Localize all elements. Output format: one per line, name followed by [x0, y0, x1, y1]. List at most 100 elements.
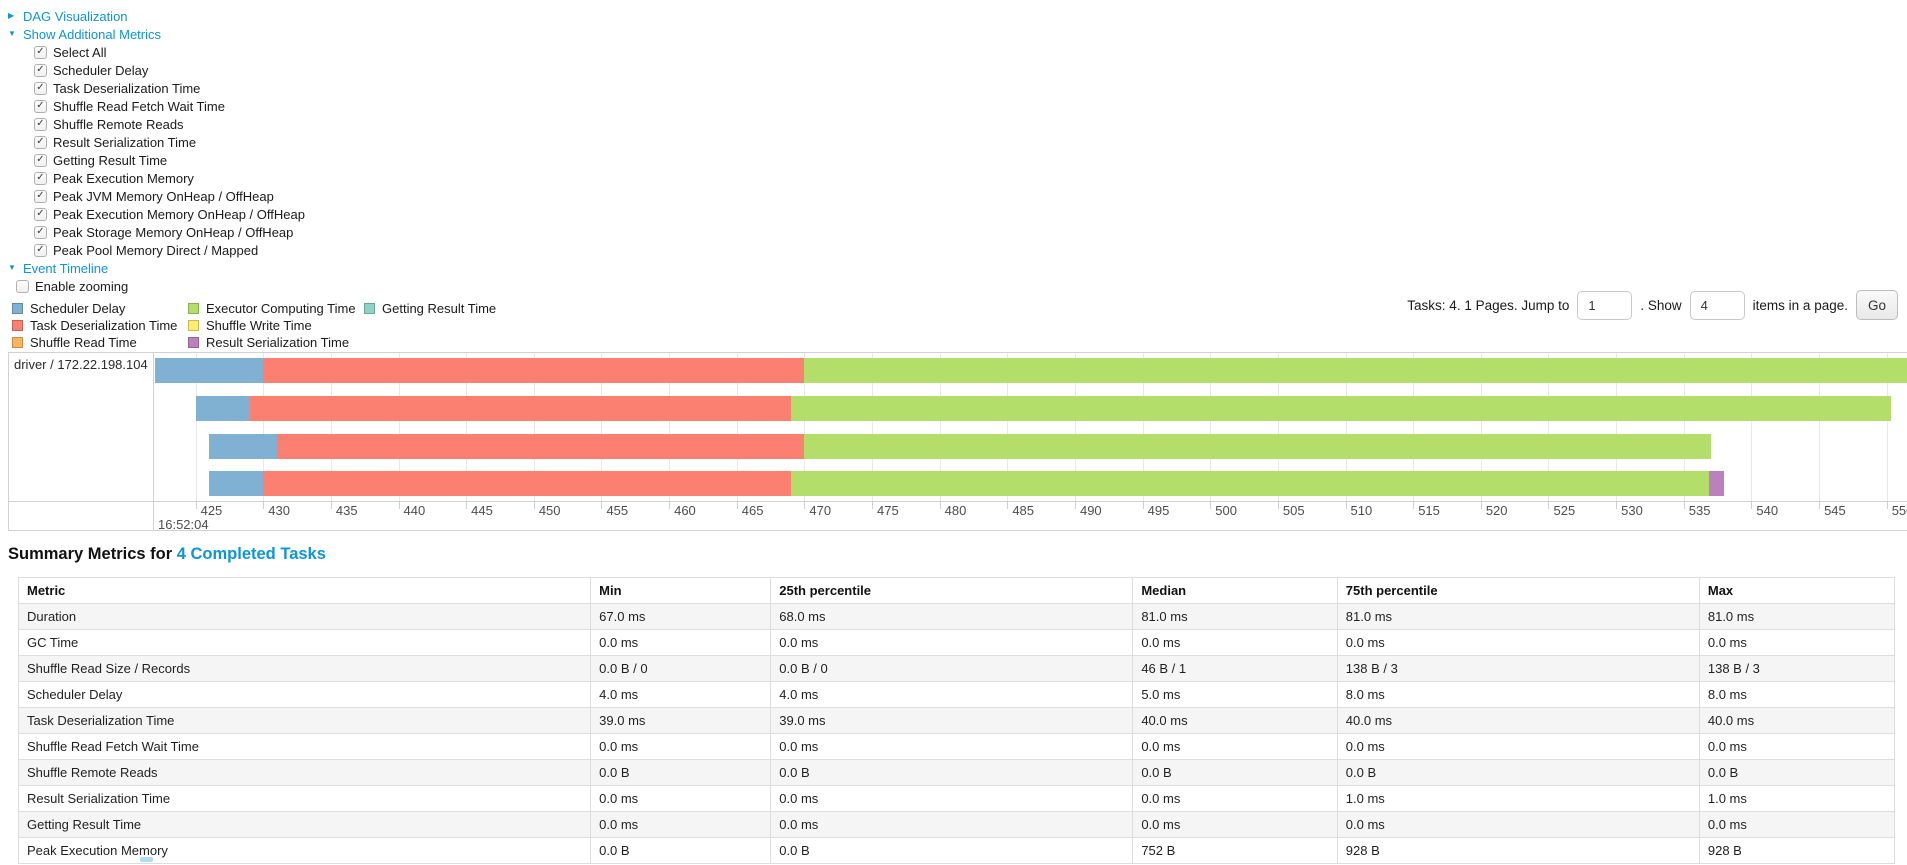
metric-value-cell: 0.0 B — [1698, 759, 1896, 786]
metric-checkbox-row: ✓ Getting Result Time — [8, 151, 1907, 169]
axis-tick-label: 540 — [1756, 503, 1779, 518]
axis-tick-mark — [466, 502, 468, 509]
metric-value-cell: 752 B — [1132, 837, 1338, 864]
metric-value-cell: 81.0 ms — [1336, 603, 1700, 630]
axis-tick-label: 460 — [674, 503, 696, 518]
axis-tick-label: 505 — [1282, 503, 1305, 518]
scheduler-delay-swatch-icon — [12, 303, 23, 314]
checkbox-label: Peak Execution Memory OnHeap / OffHeap — [53, 206, 305, 222]
axis-tick-label: 545 — [1824, 503, 1846, 518]
axis-tick-mark — [1886, 502, 1888, 509]
axis-gridline — [804, 353, 806, 501]
checkbox-label: Shuffle Remote Reads — [53, 116, 184, 132]
axis-gridline — [1819, 353, 1821, 501]
stage-controls: ▶ DAG Visualization ▼ Show Additional Me… — [0, 0, 1907, 295]
axis-tick-mark — [939, 502, 941, 509]
checkbox[interactable]: ✓ — [34, 99, 47, 113]
checkbox[interactable]: ✓ — [34, 81, 47, 95]
legend-item: Scheduler Delay — [12, 300, 188, 317]
metric-value-cell: 0.0 B — [770, 759, 1134, 786]
metric-value-cell: 46 B / 1 — [1132, 655, 1338, 682]
getting-result-swatch-icon — [364, 303, 375, 314]
go-button[interactable]: Go — [1855, 290, 1898, 320]
checkbox[interactable]: ✓ — [34, 63, 47, 77]
metric-checkbox-row: ✓ Task Deserialization Time — [8, 79, 1907, 97]
dag-visualization-toggle[interactable]: ▶ DAG Visualization — [8, 7, 1907, 25]
checkbox[interactable]: ✓ — [34, 207, 47, 221]
axis-tick-mark — [263, 502, 265, 509]
shuffle-read-swatch-icon — [12, 337, 23, 348]
table-header-cell: 25th percentile — [770, 577, 1134, 604]
axis-tick-label: 500 — [1215, 503, 1237, 518]
items-per-page-input[interactable] — [1689, 290, 1745, 320]
legend-label: Executor Computing Time — [206, 301, 356, 316]
axis-tick-label: 430 — [268, 503, 290, 518]
metric-value-cell: 0.0 B — [590, 759, 772, 786]
checkbox[interactable]: ✓ — [34, 243, 47, 257]
metric-value-cell: 1.0 ms — [1698, 785, 1896, 812]
metric-checkbox-list: ✓ Select All ✓ Scheduler Delay ✓ Task Deseria… — [8, 43, 1907, 259]
metric-value-cell: 0.0 ms — [1698, 733, 1896, 760]
table-row: GC Time 0.0 ms 0.0 ms 0.0 ms 0.0 ms 0.0 ms — [17, 629, 1896, 656]
checkbox[interactable]: ✓ — [34, 117, 47, 131]
metric-value-cell: 8.0 ms — [1698, 681, 1896, 708]
axis-gridline — [1413, 353, 1415, 501]
checkbox[interactable]: ✓ — [34, 189, 47, 203]
table-header-cell: Min — [590, 577, 772, 604]
task-timeline-bar — [155, 471, 1907, 496]
axis-tick-mark — [1210, 502, 1212, 509]
axis-tick-mark — [736, 502, 738, 509]
axis-tick-mark — [1277, 502, 1279, 509]
enable-zooming-checkbox[interactable] — [16, 279, 29, 293]
legend-item: Shuffle Read Time — [12, 334, 188, 351]
expanded-triangle-icon: ▼ — [8, 29, 16, 38]
axis-gridline — [263, 353, 265, 501]
axis-major-time-label: 16:52:04 — [158, 517, 209, 530]
metric-value-cell: 0.0 ms — [1132, 785, 1338, 812]
metric-checkbox-row: ✓ Scheduler Delay — [8, 61, 1907, 79]
legend-item: Task Deserialization Time — [12, 317, 188, 334]
show-additional-metrics-toggle[interactable]: ▼ Show Additional Metrics — [8, 25, 1907, 43]
checkbox[interactable]: ✓ — [34, 153, 47, 167]
axis-gridline — [1548, 353, 1550, 501]
checkbox-label: Task Deserialization Time — [53, 80, 201, 96]
metric-value-cell: 0.0 ms — [1132, 733, 1338, 760]
table-row: Result Serialization Time 0.0 ms 0.0 ms 0.0… — [17, 785, 1896, 812]
legend-label: Shuffle Read Time — [30, 335, 137, 350]
axis-tick-mark — [1074, 502, 1076, 509]
summary-metrics-table: Metric Min 25th percentile Median 75th perce… — [17, 577, 1896, 864]
legend-label: Task Deserialization Time — [30, 318, 178, 333]
axis-separator-line — [9, 501, 1907, 502]
checkbox[interactable]: ✓ — [34, 135, 47, 149]
checkbox-label: Peak Storage Memory OnHeap / OffHeap — [53, 224, 294, 240]
event-timeline-toggle[interactable]: ▼ Event Timeline — [8, 259, 1907, 277]
axis-tick-label: 525 — [1553, 503, 1576, 518]
metric-value-cell: 5.0 ms — [1132, 681, 1338, 708]
enable-zooming-label: Enable zooming — [35, 278, 129, 294]
metric-value-cell: 0.0 ms — [590, 811, 772, 838]
metric-checkbox-row: ✓ Shuffle Read Fetch Wait Time — [8, 97, 1907, 115]
tasks-count-text: Tasks: 4. 1 Pages. Jump to — [1407, 297, 1570, 313]
task-deserialization-segment — [263, 358, 805, 383]
metric-value-cell: 0.0 B / 0 — [770, 655, 1134, 682]
checkbox-label: Select All — [53, 44, 107, 60]
axis-tick-mark — [1819, 502, 1821, 509]
metric-value-cell: 138 B / 3 — [1336, 655, 1700, 682]
timeline-legend: Scheduler Delay Task Deserialization Time… — [12, 300, 496, 351]
task-timeline-bar — [155, 396, 1907, 421]
checkbox[interactable]: ✓ — [34, 171, 47, 185]
timeline-legend-band: Scheduler Delay Task Deserialization Time… — [0, 290, 1907, 351]
legend-label: Shuffle Write Time — [206, 318, 312, 333]
checkbox[interactable]: ✓ — [34, 45, 47, 59]
metric-value-cell: 0.0 ms — [590, 629, 772, 656]
checkbox-label: Peak Pool Memory Direct / Mapped — [53, 242, 259, 258]
scheduler-delay-segment — [209, 434, 277, 459]
executor-computing-segment — [804, 434, 1711, 459]
jump-to-page-input[interactable] — [1577, 290, 1633, 320]
axis-tick-label: 550 — [1891, 503, 1907, 518]
completed-tasks-link[interactable]: 4 Completed Tasks — [176, 545, 326, 563]
legend-label: Getting Result Time — [382, 301, 497, 316]
metric-value-cell: 67.0 ms — [590, 603, 772, 630]
checkbox-label: Scheduler Delay — [53, 62, 149, 78]
checkbox[interactable]: ✓ — [34, 225, 47, 239]
